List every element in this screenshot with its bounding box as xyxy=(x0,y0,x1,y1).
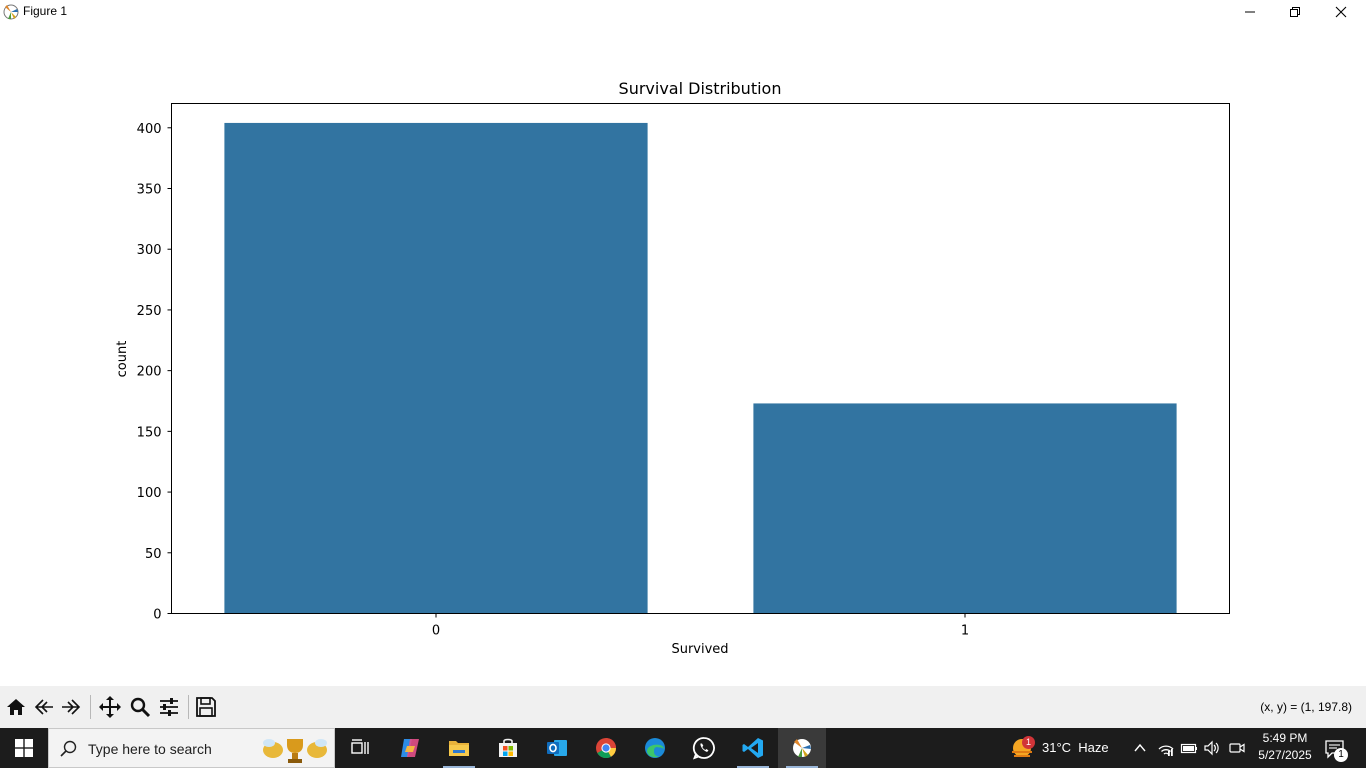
network-button[interactable] xyxy=(1156,738,1176,758)
maximize-button[interactable] xyxy=(1272,0,1318,24)
search-placeholder: Type here to search xyxy=(88,741,212,757)
task-view-button[interactable] xyxy=(336,728,384,768)
taskbar-clock[interactable]: 5:49 PM 5/27/2025 xyxy=(1250,730,1320,766)
save-button[interactable] xyxy=(193,694,219,720)
pan-button[interactable] xyxy=(97,694,123,720)
back-button[interactable] xyxy=(31,694,57,720)
windows-logo-icon xyxy=(15,739,33,757)
figure-canvas[interactable]: Survival Distribution 0 50 100 150 200 250 300… xyxy=(0,24,1366,686)
weather-condition: Haze xyxy=(1078,740,1109,755)
zoom-icon xyxy=(130,697,151,718)
y-tick-label: 200 xyxy=(137,365,162,380)
clock-time: 5:49 PM xyxy=(1262,731,1308,745)
save-icon xyxy=(196,697,216,717)
y-tick-label: 300 xyxy=(137,243,162,258)
axes-frame xyxy=(171,103,1230,614)
task-view-icon xyxy=(351,739,369,754)
cursor-coordinates: (x, y) = (1, 197.8) xyxy=(1260,700,1352,714)
pan-icon xyxy=(99,696,121,718)
running-indicator xyxy=(737,766,769,768)
weather-alert-badge: 1 xyxy=(1022,736,1035,749)
notification-icon xyxy=(1325,740,1344,759)
edge-button[interactable] xyxy=(631,728,679,768)
y-tick-label: 350 xyxy=(137,183,162,198)
whatsapp-icon xyxy=(692,737,715,760)
vscode-button[interactable] xyxy=(729,728,777,768)
notification-count: 1 xyxy=(1334,748,1348,762)
chrome-button[interactable] xyxy=(582,728,630,768)
show-hidden-icons-button[interactable] xyxy=(1130,738,1150,758)
copilot-icon xyxy=(401,739,419,757)
minimize-button[interactable] xyxy=(1227,0,1273,24)
matplotlib-app-icon xyxy=(2,3,20,21)
clock-date: 5/27/2025 xyxy=(1258,748,1312,762)
weather-text: 31°C Haze xyxy=(1042,740,1109,755)
battery-button[interactable] xyxy=(1179,738,1199,758)
volume-icon xyxy=(1204,740,1219,756)
search-icon xyxy=(59,739,79,759)
whatsapp-button[interactable] xyxy=(680,728,728,768)
bar-1 xyxy=(753,403,1177,614)
search-highlight-art xyxy=(259,733,331,765)
weather-temp: 31°C xyxy=(1042,740,1072,755)
chrome-icon xyxy=(596,738,617,759)
microsoft-store-button[interactable] xyxy=(484,728,532,768)
y-tick-label: 0 xyxy=(153,608,161,623)
configure-subplots-button[interactable] xyxy=(156,694,182,720)
y-tick-label: 50 xyxy=(145,547,162,562)
battery-icon xyxy=(1180,743,1197,754)
running-indicator xyxy=(443,766,475,768)
forward-icon xyxy=(62,699,81,715)
back-icon xyxy=(34,699,53,715)
meet-now-button[interactable] xyxy=(1227,738,1247,758)
chevron-up-icon xyxy=(1134,743,1146,752)
restore-icon xyxy=(1290,7,1300,17)
close-button[interactable] xyxy=(1318,0,1364,24)
taskbar: Type here to search xyxy=(0,728,1366,768)
y-tick-label: 400 xyxy=(137,122,162,137)
outlook-icon xyxy=(547,740,567,756)
notification-center-button[interactable]: 1 xyxy=(1322,736,1352,762)
home-icon xyxy=(7,699,25,715)
python-figure-button[interactable] xyxy=(778,728,826,768)
y-tick-label: 250 xyxy=(137,304,162,319)
bar-chart: Survival Distribution 0 50 100 150 200 250 300… xyxy=(115,79,1230,657)
toolbar-separator xyxy=(90,695,91,719)
file-explorer-icon xyxy=(449,741,469,756)
start-button[interactable] xyxy=(0,728,48,768)
microsoft-store-icon xyxy=(499,738,517,757)
window-titlebar: Figure 1 xyxy=(0,0,1366,24)
taskbar-search-box[interactable]: Type here to search xyxy=(48,728,335,768)
weather-widget[interactable]: 1 31°C Haze xyxy=(1006,728,1122,768)
home-button[interactable] xyxy=(3,694,29,720)
y-axis-label: count xyxy=(115,341,130,378)
edge-icon xyxy=(645,738,665,758)
running-indicator xyxy=(786,766,818,768)
configure-subplots-icon xyxy=(160,698,178,716)
vscode-icon xyxy=(742,738,763,758)
zoom-button[interactable] xyxy=(127,694,153,720)
bar-0 xyxy=(224,122,648,614)
y-tick-label: 100 xyxy=(137,486,162,501)
x-tick-label: 0 xyxy=(432,624,440,639)
meet-now-icon xyxy=(1229,743,1245,753)
volume-button[interactable] xyxy=(1202,738,1222,758)
window-title: Figure 1 xyxy=(23,4,68,18)
toolbar-separator xyxy=(188,695,189,719)
outlook-button[interactable] xyxy=(533,728,581,768)
python-figure-icon xyxy=(793,739,811,757)
wifi-icon xyxy=(1158,745,1174,756)
chart-title: Survival Distribution xyxy=(619,79,782,98)
x-tick-label: 1 xyxy=(961,624,969,639)
minimize-icon xyxy=(1245,11,1255,13)
navigation-toolbar: (x, y) = (1, 197.8) xyxy=(0,686,1366,728)
close-icon xyxy=(1335,6,1347,18)
y-tick-label: 150 xyxy=(137,425,162,440)
x-axis-label: Survived xyxy=(671,642,728,657)
file-explorer-button[interactable] xyxy=(435,728,483,768)
copilot-button[interactable] xyxy=(386,728,434,768)
forward-button[interactable] xyxy=(58,694,84,720)
